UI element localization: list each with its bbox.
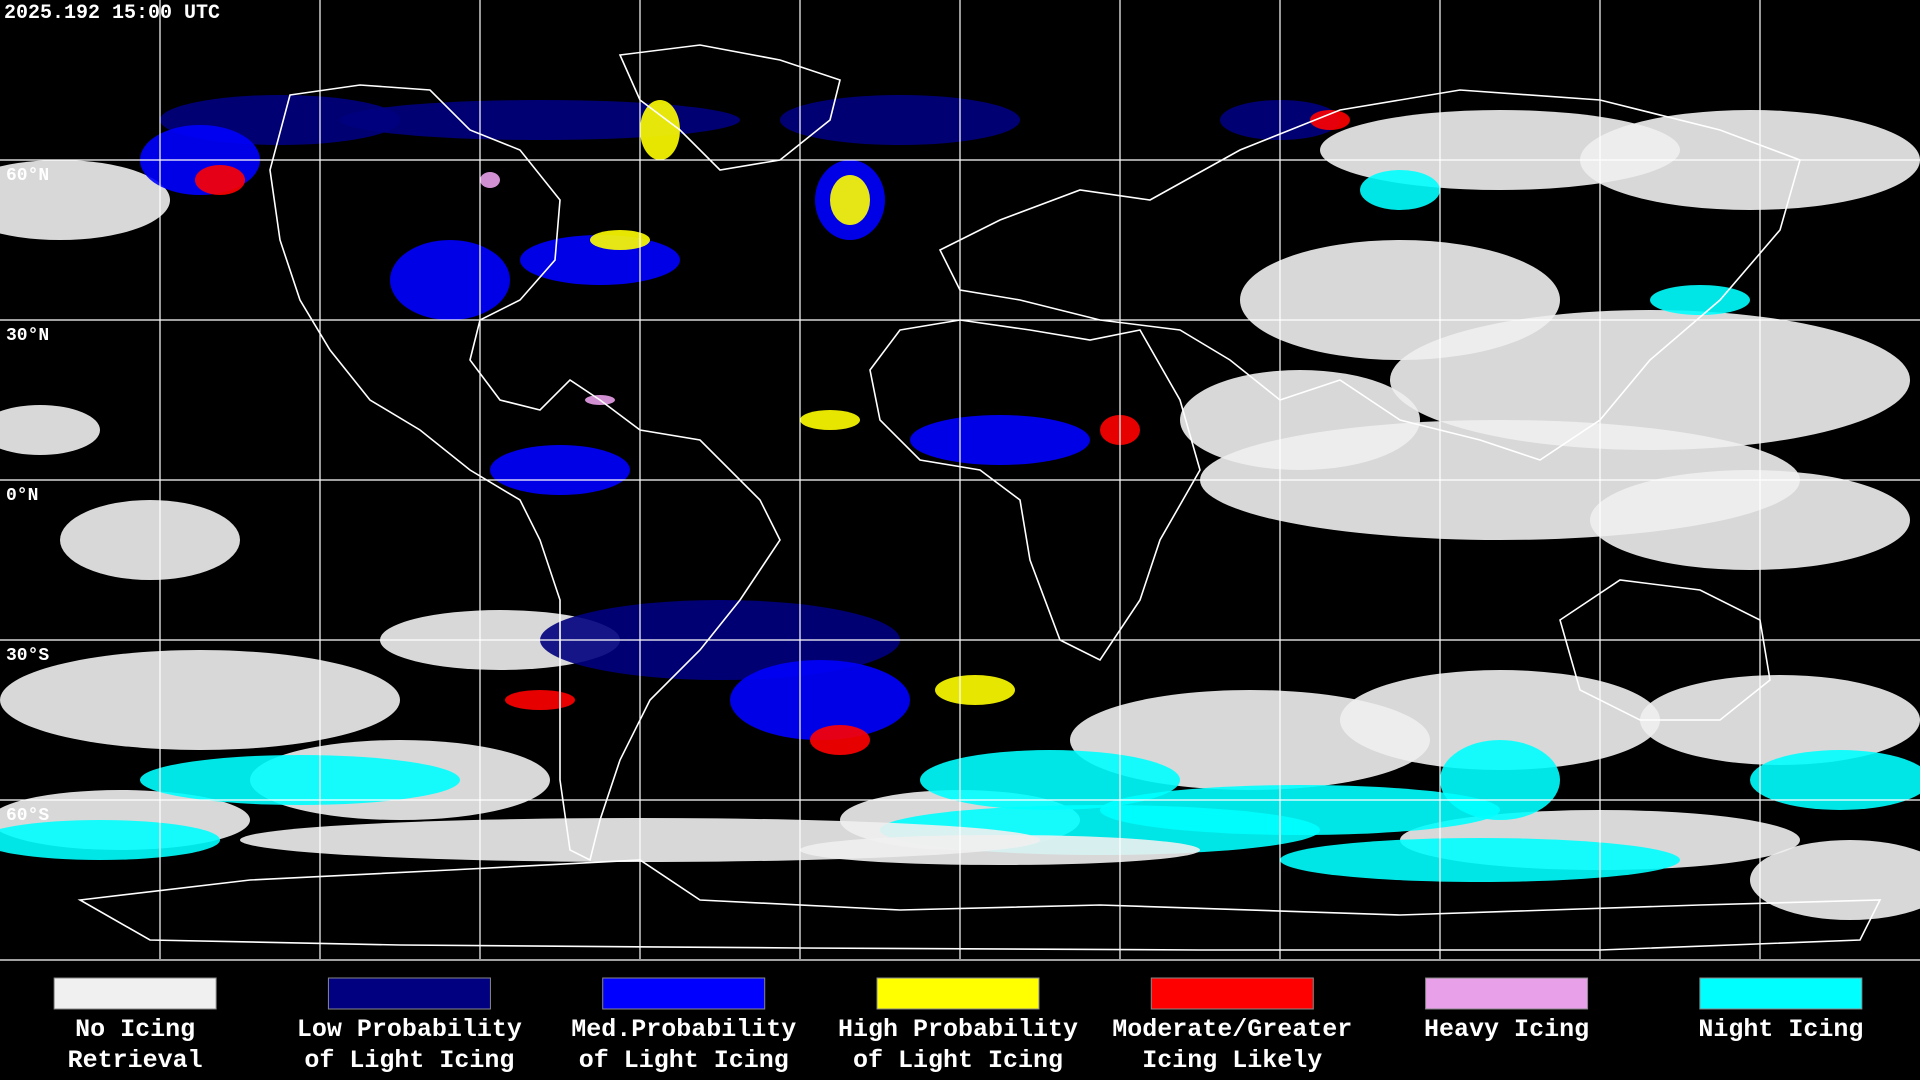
legend-label: Low Probability	[297, 1015, 522, 1044]
legend-label: Moderate/Greater	[1112, 1015, 1352, 1044]
latitude-label: 0°N	[6, 486, 38, 506]
cloud-region	[0, 650, 400, 750]
cloud-region	[1360, 170, 1440, 210]
coastline	[269, 84, 781, 862]
cloud-region	[505, 690, 575, 710]
legend-swatch	[876, 977, 1040, 1010]
cloud-region	[195, 165, 245, 195]
cloud-region	[1390, 310, 1910, 450]
legend-swatch	[327, 977, 491, 1010]
cloud-region	[1340, 670, 1660, 770]
cloud-region	[640, 100, 680, 160]
legend-label: Icing Likely	[1142, 1046, 1322, 1075]
cloud-region	[910, 415, 1090, 465]
legend-label: Retrieval	[68, 1046, 203, 1075]
cloud-region	[800, 835, 1200, 865]
legend-label: of Light Icing	[304, 1046, 514, 1075]
cloud-region	[0, 405, 100, 455]
cloud-region	[1750, 750, 1920, 810]
cloud-region	[830, 175, 870, 225]
latitude-label: 60°N	[6, 166, 49, 186]
cloud-region	[1650, 285, 1750, 315]
latitude-label: 30°S	[6, 646, 49, 666]
timestamp: 2025.192 15:00 UTC	[4, 2, 220, 25]
cloud-region	[0, 160, 170, 240]
legend-label: of Light Icing	[853, 1046, 1063, 1075]
legend-label: High Probability	[838, 1015, 1078, 1044]
cloud-region	[1590, 470, 1910, 570]
cloud-region	[390, 240, 510, 320]
legend-swatch	[53, 977, 217, 1010]
cloud-region	[1440, 740, 1560, 820]
latitude-labels: 60°N 30°N 0°N 30°S 60°S	[6, 166, 49, 826]
legend-label: of Light Icing	[579, 1046, 789, 1075]
cloud-region	[1310, 110, 1350, 130]
cloud-region	[1280, 838, 1680, 882]
legend-swatch	[1150, 977, 1314, 1010]
cloud-region	[490, 445, 630, 495]
latitude-label: 60°S	[6, 806, 49, 826]
legend-swatch	[1425, 977, 1589, 1010]
legend-label: Med.Probability	[571, 1015, 796, 1044]
cloud-region	[935, 675, 1015, 705]
cloud-region	[810, 725, 870, 755]
legend-label: Night Icing	[1698, 1015, 1863, 1044]
legend-label: No Icing	[75, 1015, 195, 1044]
coastline	[77, 859, 1882, 951]
cloud-region	[480, 172, 500, 188]
latitude-label: 30°N	[6, 326, 49, 346]
cloud-region	[730, 660, 910, 740]
coastlines	[77, 44, 1882, 951]
cloud-region	[140, 755, 460, 805]
cloud-region	[0, 820, 220, 860]
cloud-region	[1640, 675, 1920, 765]
coastline	[618, 44, 841, 171]
cloud-region	[800, 410, 860, 430]
legend-swatch	[602, 977, 766, 1010]
cloud-region	[920, 750, 1180, 810]
cloud-region	[1180, 370, 1420, 470]
coastline	[938, 89, 1801, 461]
cloud-region	[60, 500, 240, 580]
cloud-region	[340, 100, 740, 140]
graticule	[0, 0, 1920, 961]
legend-swatch	[1699, 977, 1863, 1010]
cloud-region	[590, 230, 650, 250]
cloud-region	[780, 95, 1020, 145]
legend-label: Heavy Icing	[1424, 1015, 1589, 1044]
